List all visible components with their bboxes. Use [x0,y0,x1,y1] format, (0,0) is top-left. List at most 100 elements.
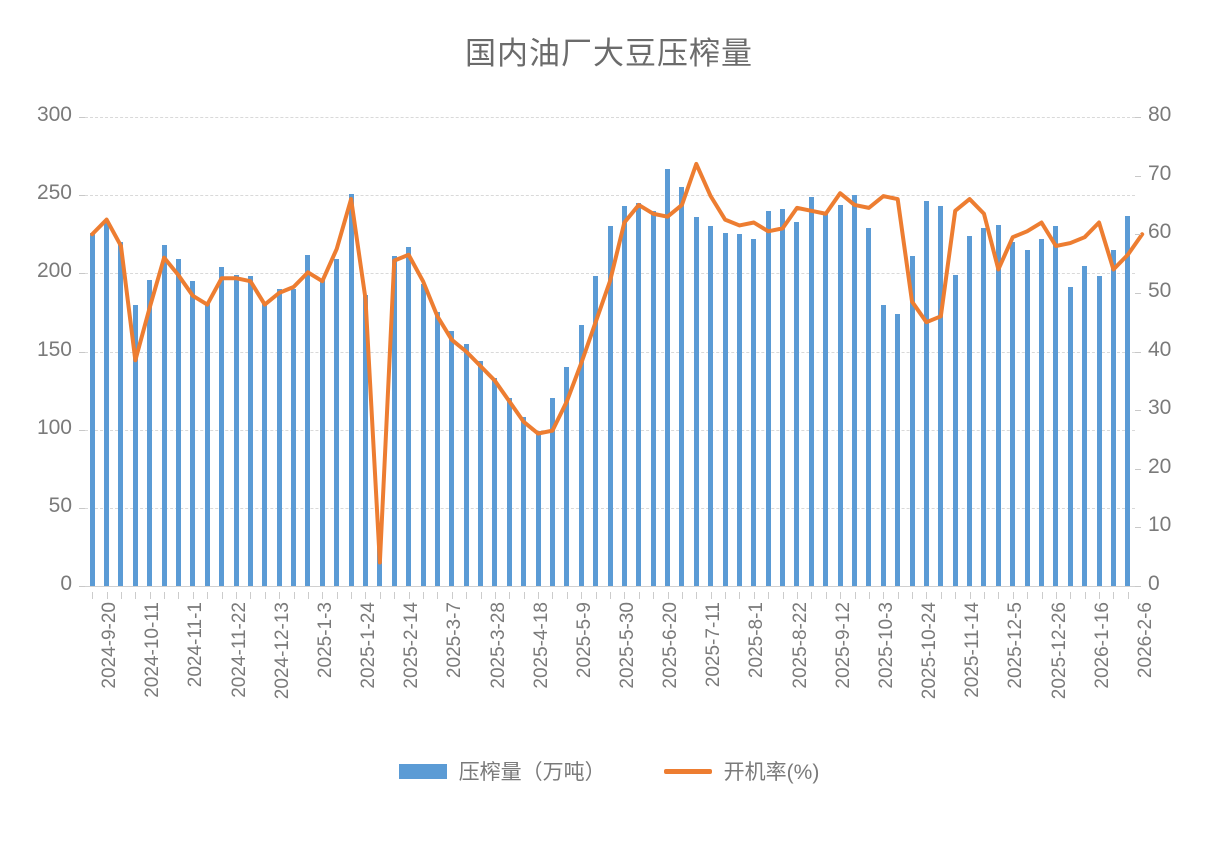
bar [636,202,642,586]
x-axis-tick-label: 2026-2-6 [1134,602,1156,679]
bar [938,206,944,586]
bar [765,210,771,586]
x-axis-tickmark [638,592,640,599]
bar [1039,238,1044,586]
bar [607,226,613,586]
x-axis-tick-label: 2025-4-18 [530,602,552,689]
bar [434,312,440,586]
bar [751,238,757,586]
x-axis-tickmark [293,592,295,599]
bar [722,232,728,586]
bar [852,195,858,586]
legend-label-crush-volume: 压榨量（万吨） [458,761,606,784]
y-axis-right-tick-label: 0 [1148,572,1160,595]
x-axis-tick-label: 2025-6-20 [660,602,682,689]
gridline [85,195,1135,197]
bar [952,274,958,586]
bar [1010,242,1016,586]
y-axis-right-tick-label: 80 [1148,103,1172,126]
line-swatch-icon [663,768,712,774]
bar [420,284,426,586]
x-axis-tick-label: 2024-11-22 [228,602,250,698]
x-axis-tickmark [739,592,741,599]
bar [1024,249,1030,586]
legend-item-crush-volume[interactable]: 压榨量（万吨） [398,756,606,786]
bar [161,245,167,586]
bar-swatch-icon [398,763,447,779]
x-axis-tick-label: 2025-10-3 [875,602,897,689]
bar [780,209,786,586]
x-axis-tick-label: 2025-1-24 [358,602,380,689]
bar [578,324,584,586]
x-axis-tick-label: 2024-12-13 [271,602,293,700]
y-axis-right-tick-label: 10 [1148,513,1172,537]
x-axis-tickmark [552,592,554,599]
bar [650,210,656,586]
x-axis-tickmark [523,592,525,599]
y-axis-right-tickmark [1135,586,1141,587]
x-axis-tickmark [1113,592,1115,599]
x-axis-tickmark [451,592,453,599]
bar [837,204,843,586]
x-axis-tick-label: 2025-5-9 [573,602,595,679]
bar [362,295,368,586]
bar [506,398,512,586]
x-axis-tickmark [236,592,238,599]
bar [305,254,311,586]
legend-label-operating-rate: 开机率(%) [723,761,820,784]
x-axis-tickmark [192,592,194,599]
bar [549,398,555,586]
y-axis-right-tickmark [1135,468,1141,470]
x-axis-tickmark [710,592,712,599]
bar [909,256,915,586]
x-axis-tickmark [149,592,151,599]
bar [276,288,282,586]
x-axis-tickmark [437,592,439,599]
x-axis-tickmark [940,592,942,599]
bar [866,228,872,586]
x-axis-tickmark [164,592,166,599]
x-axis-tick-label: 2026-1-16 [1091,602,1113,689]
line-series [90,161,1145,565]
bar [118,242,124,586]
y-axis-left-tick-label: 150 [36,337,72,361]
y-axis-left-tick-label: 0 [60,572,72,595]
y-axis-left-tickmark [79,351,85,353]
y-axis-left-tick-label: 200 [36,259,72,283]
bar [348,193,354,586]
x-axis-tickmark [92,592,94,599]
x-axis-tickmark [811,592,813,599]
bar [1082,265,1088,586]
bar [262,303,268,586]
x-axis-tickmark [494,592,496,599]
x-axis-tickmark [883,592,885,599]
bar [708,226,714,586]
bar [593,276,599,586]
x-axis-tickmark [509,592,511,599]
y-axis-left-tick-label: 300 [36,103,72,126]
x-axis-tickmark [868,592,870,599]
bar [334,259,340,586]
bar [492,378,498,586]
bar [1096,276,1102,586]
x-axis-tick-label: 2025-9-12 [832,602,854,689]
x-axis-tick-label: 2025-3-28 [487,602,509,689]
bar [406,246,412,586]
y-axis-right-tickmark [1135,175,1141,177]
x-axis-tickmark [768,592,770,599]
x-axis-tickmark [207,592,209,599]
bar [247,276,253,586]
x-axis-tickmark [840,592,842,599]
x-axis-tick-label: 2025-8-22 [789,602,811,689]
legend-item-operating-rate[interactable]: 开机率(%) [663,756,820,786]
y-axis-right-tick-label: 60 [1148,220,1172,244]
y-axis-left-tickmark [79,117,85,118]
x-axis-tickmark [336,592,338,599]
x-axis-tick-label: 2024-10-11 [142,602,164,698]
x-axis-tickmark [926,592,928,599]
x-axis-tickmark [1055,592,1057,599]
x-axis-tickmark [897,592,899,599]
y-axis-right-tickmark [1135,234,1141,236]
x-axis-tick-label: 2025-11-14 [962,602,984,698]
